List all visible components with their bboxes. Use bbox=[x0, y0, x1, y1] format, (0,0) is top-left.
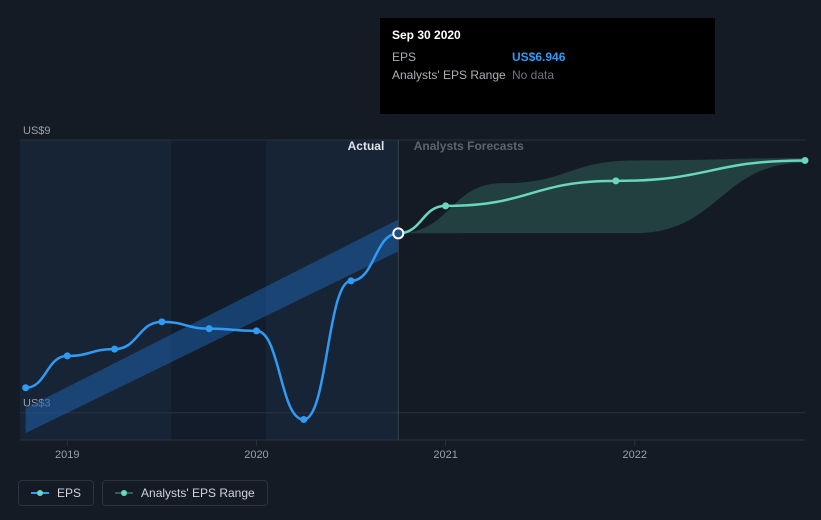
tooltip-title: Sep 30 2020 bbox=[392, 26, 703, 44]
tooltip-value-range: No data bbox=[512, 66, 554, 84]
tooltip-key-eps: EPS bbox=[392, 48, 512, 66]
tooltip-key-range: Analysts' EPS Range bbox=[392, 66, 512, 84]
legend-label-eps: EPS bbox=[57, 486, 81, 500]
svg-text:2019: 2019 bbox=[55, 449, 79, 461]
chart-legend: EPS Analysts' EPS Range bbox=[18, 480, 268, 506]
svg-text:2022: 2022 bbox=[623, 449, 647, 461]
svg-text:US$9: US$9 bbox=[23, 125, 51, 137]
eps-chart: US$9US$32019202020212022 Actual Analysts… bbox=[0, 0, 821, 520]
legend-label-range: Analysts' EPS Range bbox=[141, 486, 255, 500]
legend-item-eps[interactable]: EPS bbox=[18, 480, 94, 506]
legend-item-range[interactable]: Analysts' EPS Range bbox=[102, 480, 268, 506]
region-label-actual: Actual bbox=[348, 139, 385, 153]
tooltip-value-eps: US$6.946 bbox=[512, 48, 565, 66]
legend-swatch-eps bbox=[31, 488, 49, 498]
legend-swatch-range bbox=[115, 488, 133, 498]
chart-tooltip: Sep 30 2020 EPS US$6.946 Analysts' EPS R… bbox=[380, 18, 715, 114]
svg-text:2021: 2021 bbox=[433, 449, 457, 461]
region-label-forecast: Analysts Forecasts bbox=[414, 139, 524, 153]
svg-text:2020: 2020 bbox=[244, 449, 268, 461]
